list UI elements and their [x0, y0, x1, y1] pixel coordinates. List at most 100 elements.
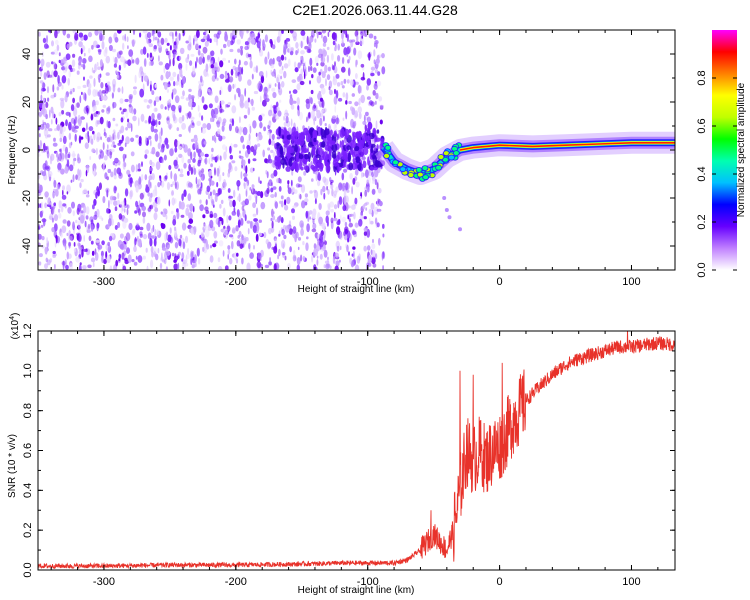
noise-speck: [69, 164, 74, 172]
noise-speck: [38, 144, 41, 153]
noise-speck: [144, 149, 149, 155]
noise-speck: [49, 213, 54, 221]
noise-speck: [88, 55, 93, 63]
noise-speck: [160, 74, 164, 81]
noise-speck: [157, 42, 162, 48]
noise-speck: [125, 154, 127, 159]
noise-speck: [311, 228, 317, 233]
noise-speck: [53, 179, 57, 188]
noise-speck: [38, 226, 41, 230]
noise-speck: [274, 191, 277, 198]
noise-speck: [249, 60, 253, 69]
noise-speck: [276, 56, 282, 62]
noise-speck: [144, 120, 148, 124]
noise-speck: [234, 166, 238, 172]
noise-speck: [107, 168, 112, 174]
noise-speck: [189, 60, 193, 66]
noise-speck: [270, 217, 273, 222]
noise-speck: [53, 61, 56, 70]
noise-speck: [305, 101, 311, 110]
noise-speck: [321, 30, 327, 34]
noise-speck: [271, 208, 274, 218]
noise-speck: [48, 128, 53, 132]
band-speck: [329, 148, 332, 154]
noise-speck: [381, 252, 384, 261]
noise-speck: [281, 252, 286, 256]
noise-speck: [305, 210, 309, 219]
noise-speck: [80, 64, 84, 68]
noise-speck: [138, 208, 141, 216]
noise-speck: [214, 70, 217, 80]
snr-x-ticks: -300 -200 -100 0 100: [50, 331, 659, 588]
noise-speck: [228, 60, 231, 63]
noise-speck: [78, 32, 84, 38]
noise-speck: [149, 52, 153, 58]
signal-blob: [384, 144, 392, 151]
noise-speck: [370, 220, 374, 225]
noise-speck: [154, 252, 157, 257]
noise-speck: [61, 84, 64, 90]
noise-speck: [139, 88, 145, 98]
noise-speck: [72, 53, 76, 58]
band-speck: [278, 127, 281, 137]
noise-speck: [270, 194, 275, 198]
noise-speck: [101, 109, 105, 113]
noise-speck: [312, 218, 315, 224]
noise-speck: [56, 185, 61, 190]
noise-speck: [326, 185, 328, 191]
noise-speck: [268, 122, 272, 127]
noise-speck: [68, 64, 72, 70]
noise-speck: [224, 265, 229, 270]
noise-speck: [211, 147, 214, 153]
noise-speck: [317, 180, 321, 187]
noise-speck: [290, 179, 293, 187]
noise-speck: [166, 89, 169, 93]
noise-speck: [112, 117, 116, 122]
noise-speck: [52, 253, 57, 257]
noise-speck: [297, 62, 301, 69]
noise-speck: [252, 158, 257, 162]
noise-speck: [188, 212, 193, 220]
noise-speck: [300, 58, 302, 66]
noise-speck: [301, 200, 306, 209]
noise-speck: [213, 107, 219, 115]
noise-speck: [251, 106, 255, 111]
noise-speck: [316, 255, 319, 259]
noise-speck: [199, 199, 202, 204]
noise-speck: [66, 159, 70, 168]
noise-speck: [67, 207, 72, 214]
noise-speck: [371, 256, 376, 265]
noise-speck: [42, 37, 47, 44]
noise-speck: [310, 66, 313, 71]
noise-speck: [175, 81, 179, 86]
noise-speck: [179, 47, 185, 55]
noise-speck: [217, 56, 220, 63]
x-tick-label: 0: [497, 276, 503, 288]
noise-speck: [262, 99, 267, 107]
noise-speck: [122, 161, 126, 170]
noise-speck: [333, 204, 338, 210]
noise-speck: [62, 56, 67, 64]
noise-speck: [45, 113, 48, 120]
tail-speck: [444, 208, 449, 212]
noise-speck: [353, 48, 356, 56]
noise-speck: [218, 188, 222, 195]
noise-speck: [53, 202, 56, 207]
noise-speck: [255, 65, 259, 74]
noise-speck: [108, 235, 113, 242]
noise-speck: [300, 228, 304, 236]
noise-speck: [157, 248, 160, 254]
noise-speck: [272, 215, 276, 221]
band-speck: [367, 156, 370, 166]
band-speck: [317, 146, 323, 157]
noise-speck: [309, 190, 313, 194]
noise-speck: [126, 204, 130, 209]
noise-speck: [240, 32, 244, 40]
noise-speck: [214, 194, 218, 203]
noise-speck: [84, 93, 87, 102]
noise-speck: [60, 204, 64, 213]
noise-speck: [266, 187, 270, 194]
noise-speck: [295, 50, 298, 56]
noise-speck: [302, 241, 305, 246]
noise-speck: [210, 117, 213, 123]
